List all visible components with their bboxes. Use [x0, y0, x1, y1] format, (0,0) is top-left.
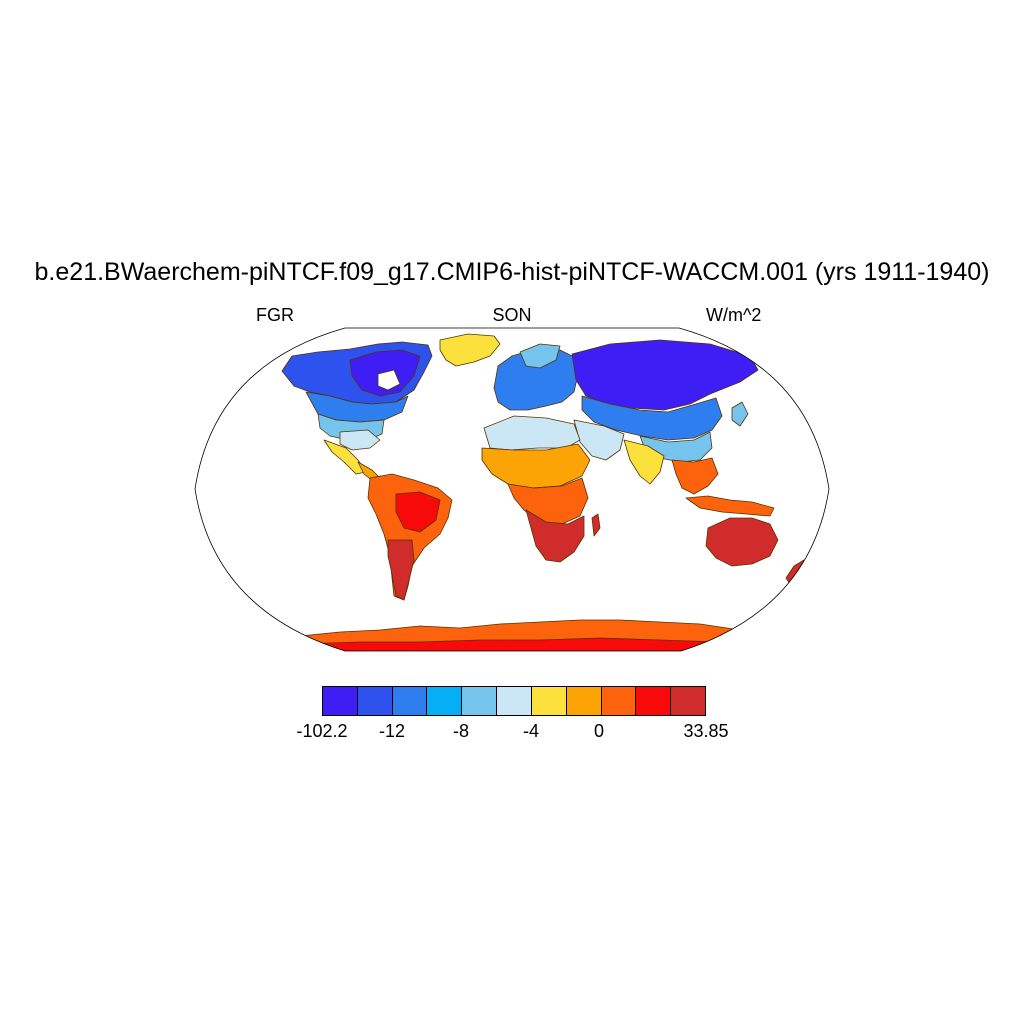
land-middle-east: [573, 419, 625, 461]
land-india: [623, 439, 665, 485]
colorbar: [322, 686, 706, 716]
land-usa-southeast: [339, 429, 381, 451]
land-amazon: [395, 491, 441, 533]
land-australia: [705, 517, 779, 567]
colorbar-label-4: 0: [593, 721, 605, 741]
colorbar-box-6: [531, 687, 567, 715]
map-outline: [194, 327, 830, 652]
colorbar-box-8: [601, 687, 637, 715]
colorbar-box-7: [566, 687, 602, 715]
land-hudson-bay: [377, 369, 401, 391]
colorbar-box-2: [392, 687, 428, 715]
land-greenland: [439, 333, 501, 367]
units-label: W/m^2: [706, 305, 762, 325]
land-sahel: [481, 443, 591, 489]
colorbar-box-5: [497, 687, 532, 715]
land-southern-africa: [525, 509, 585, 563]
land-scandinavia: [519, 343, 561, 369]
colorbar-box-0: [323, 687, 358, 715]
colorbar-box-4: [462, 687, 498, 715]
variable-label: FGR: [256, 305, 294, 325]
land-asia-central: [581, 395, 723, 441]
colorbar-label-2: -8: [452, 721, 470, 741]
plot-title: b.e21.BWaerchem-piNTCF.f09_g17.CMIP6-his…: [34, 258, 990, 286]
colorbar-label-3: -4: [522, 721, 540, 741]
land-madagascar: [591, 513, 601, 537]
land-patagonia: [387, 539, 415, 601]
colorbar-box-1: [357, 687, 393, 715]
land-mexico: [323, 439, 367, 475]
land-indonesia: [685, 495, 775, 517]
colorbar-label-1: -12: [378, 721, 406, 741]
season-label: SON: [492, 305, 532, 325]
land-japan: [731, 401, 749, 427]
colorbar-label-0: -102.2: [296, 721, 348, 741]
colorbar-box-3: [427, 687, 463, 715]
colorbar-box-9: [636, 687, 672, 715]
land-southeast-asia: [671, 457, 719, 495]
colorbar-box-10: [671, 687, 705, 715]
colorbar-label-5: 33.85: [683, 721, 729, 741]
